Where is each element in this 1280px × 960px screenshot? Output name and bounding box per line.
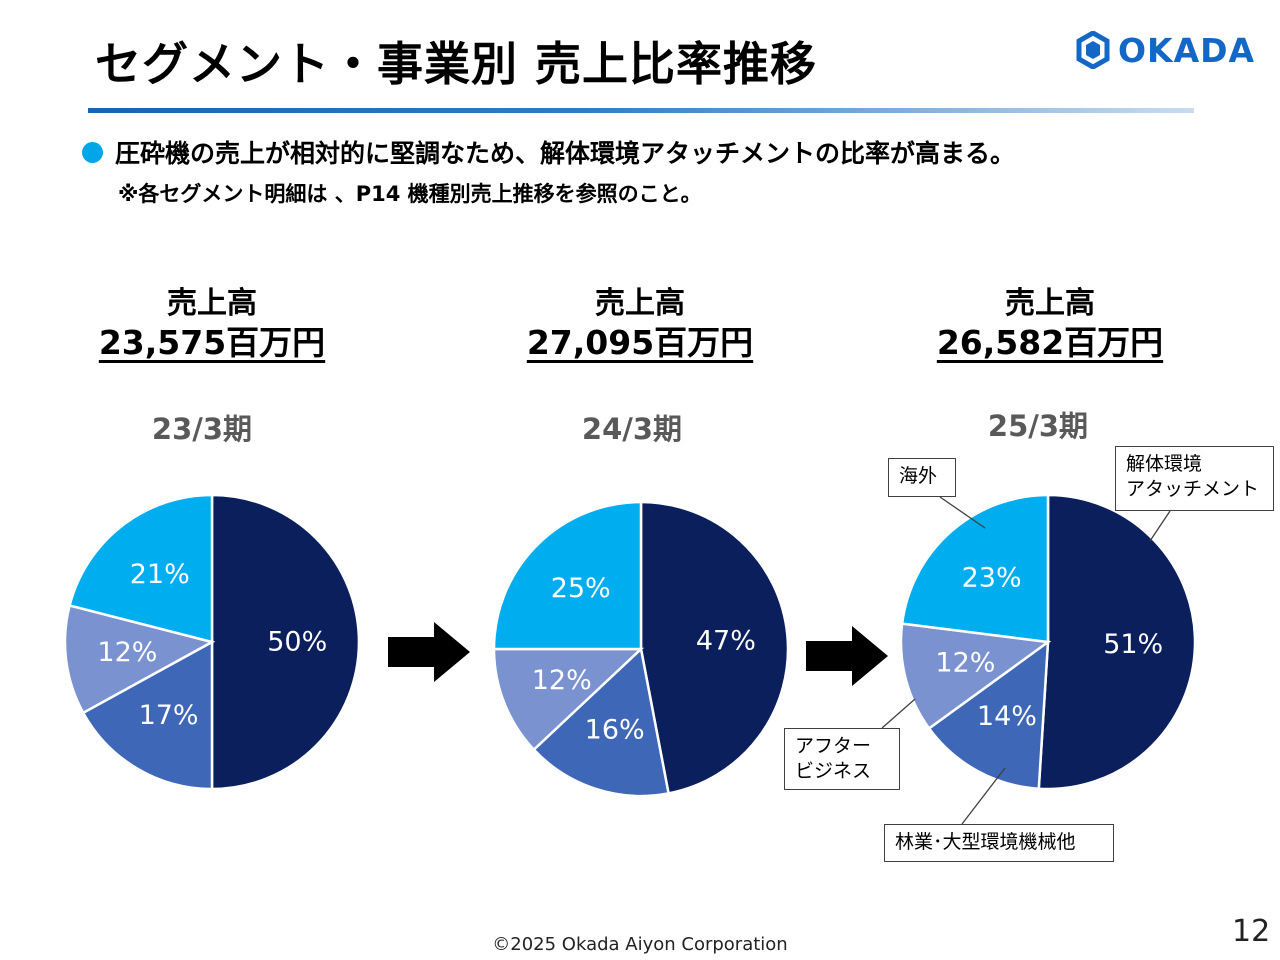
pie-label-after-business: 12% — [935, 648, 995, 679]
page-title: セグメント・事業別 売上比率推移 — [95, 37, 818, 91]
sales-label-24: 売上高 — [595, 286, 685, 321]
sales-label-23: 売上高 — [167, 286, 257, 321]
copyright-text: ©2025 Okada Aiyon Corporation — [492, 934, 788, 955]
sales-amount-23: 23,575百万円 — [98, 323, 326, 362]
sales-amount-24: 27,095百万円 — [526, 323, 754, 362]
pie-label-overseas: 23% — [962, 563, 1022, 594]
period-label-23: 23/3期 — [151, 412, 253, 446]
pie-slice-forestry-large-machinery — [81, 639, 214, 791]
callout-demolition-attachment: 解体環境 アタッチメント — [1115, 446, 1274, 511]
pie-slice-overseas — [900, 493, 1050, 644]
pie-label-forestry-large-machinery: 14% — [977, 701, 1037, 732]
pie-chart-24: 47% 16% 12% 25% — [492, 500, 790, 798]
right-arrow-icon — [388, 622, 470, 682]
period-label-25: 25/3期 — [987, 409, 1089, 443]
sales-label-25: 売上高 — [1005, 286, 1095, 321]
summary-bullet: 圧砕機の売上が相対的に堅調なため、解体環境アタッチメントの比率が高まる。 — [82, 134, 1015, 170]
pie-slice-demolition-attachment — [639, 500, 790, 795]
callout-forestry: 林業･大型環境機械他 — [884, 824, 1114, 862]
logo-text: OKADA — [1118, 30, 1256, 70]
pie-chart-25: 51% 14% 12% 23% — [899, 493, 1197, 791]
note-text: ※各セグメント明細は 、P14 機種別売上推移を参照のこと。 — [118, 182, 702, 206]
pie-slice-forestry-large-machinery — [532, 646, 671, 798]
pie-slice-after-business — [63, 603, 216, 715]
pie-label-demolition-attachment: 50% — [267, 627, 327, 658]
pie-label-after-business: 12% — [532, 665, 592, 696]
sales-amount-25: 26,582百万円 — [936, 323, 1164, 362]
pie-label-forestry-large-machinery: 16% — [585, 715, 645, 746]
page-number: 12 — [1232, 914, 1271, 949]
pie-slice-after-business — [899, 622, 1052, 731]
callout-overseas: 海外 — [888, 458, 956, 497]
pie-label-after-business: 12% — [97, 637, 157, 668]
pie-label-overseas: 21% — [130, 559, 190, 590]
right-arrow-icon — [806, 626, 888, 686]
company-logo: OKADA — [1076, 30, 1255, 70]
pie-label-forestry-large-machinery: 17% — [139, 700, 199, 731]
pie-label-overseas: 25% — [551, 573, 611, 604]
period-label-24: 24/3期 — [581, 412, 683, 446]
pie-slice-after-business — [492, 647, 645, 752]
pie-slice-overseas — [492, 500, 643, 651]
hexagon-logo-icon — [1076, 31, 1110, 69]
pie-slice-demolition-attachment — [210, 493, 361, 791]
pie-label-demolition-attachment: 47% — [696, 625, 756, 656]
callout-after-business: アフター ビジネス — [784, 728, 900, 790]
pie-slice-demolition-attachment — [1037, 493, 1197, 791]
pie-chart-23: 50% 17% 12% 21% — [63, 493, 361, 791]
pie-label-demolition-attachment: 51% — [1103, 629, 1163, 660]
bullet-dot-icon — [82, 141, 103, 163]
summary-text: 圧砕機の売上が相対的に堅調なため、解体環境アタッチメントの比率が高まる。 — [115, 139, 1016, 168]
pie-slice-overseas — [68, 493, 214, 644]
title-underline — [88, 108, 1194, 113]
